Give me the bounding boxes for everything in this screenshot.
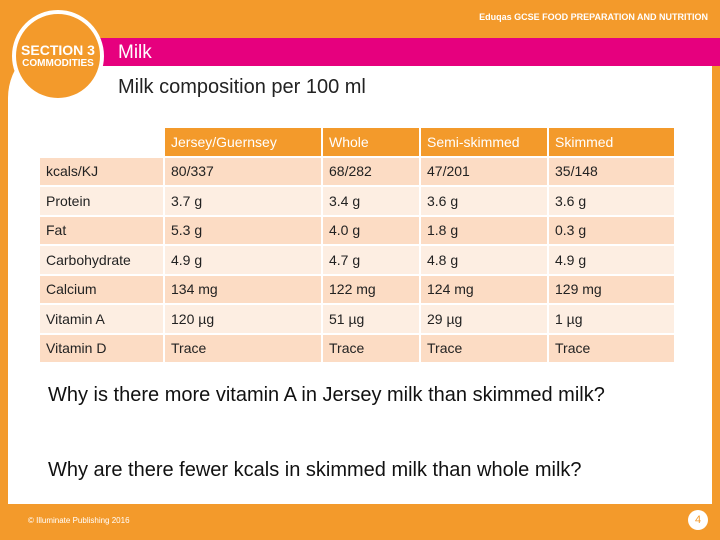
table-cell: 47/201 bbox=[419, 155, 549, 187]
question: Why is there more vitamin A in Jersey mi… bbox=[48, 384, 605, 406]
table-cell: 80/337 bbox=[163, 155, 323, 187]
table-cell: 120 µg bbox=[163, 303, 323, 335]
table-cell: 1 µg bbox=[547, 303, 676, 335]
table-cell: 4.7 g bbox=[321, 244, 421, 276]
page-number: 4 bbox=[688, 510, 708, 530]
composition-table: Jersey/Guernsey Whole Semi-skimmed Skimmed k… bbox=[38, 126, 676, 364]
topic-band bbox=[100, 38, 720, 66]
table-cell: Fat bbox=[38, 214, 165, 246]
table-cell: 1.8 g bbox=[419, 214, 549, 246]
table-cell: 51 µg bbox=[321, 303, 421, 335]
table-cell: Trace bbox=[419, 332, 549, 364]
slide-title: Milk composition per 100 ml bbox=[118, 76, 366, 98]
table-cell: 3.7 g bbox=[163, 185, 323, 217]
table-cell: Protein bbox=[38, 185, 165, 217]
table-cell: 4.0 g bbox=[321, 214, 421, 246]
table-row: Carbohydrate 4.9 g 4.7 g 4.8 g 4.9 g bbox=[38, 244, 676, 276]
section-name: COMMODITIES bbox=[22, 58, 94, 69]
course-name: FOOD PREPARATION AND NUTRITION bbox=[542, 12, 708, 22]
table-cell: Carbohydrate bbox=[38, 244, 165, 276]
table-row: Calcium 134 mg 122 mg 124 mg 129 mg bbox=[38, 273, 676, 305]
header-cell: Whole bbox=[321, 126, 421, 158]
header-cell bbox=[38, 126, 165, 158]
table-row: Vitamin D Trace Trace Trace Trace bbox=[38, 332, 676, 364]
table-cell: 3.4 g bbox=[321, 185, 421, 217]
header-row: Jersey/Guernsey Whole Semi-skimmed Skimmed bbox=[38, 126, 676, 158]
table-row: kcals/KJ 80/337 68/282 47/201 35/148 bbox=[38, 155, 676, 187]
brand-name: Eduqas GCSE bbox=[479, 12, 540, 22]
table-row: Protein 3.7 g 3.4 g 3.6 g 3.6 g bbox=[38, 185, 676, 217]
topic: Milk bbox=[118, 42, 152, 63]
table-cell: Trace bbox=[163, 332, 323, 364]
table-cell: Trace bbox=[321, 332, 421, 364]
table-cell: 129 mg bbox=[547, 273, 676, 305]
header-cell: Skimmed bbox=[547, 126, 676, 158]
brand: Eduqas GCSE FOOD PREPARATION AND NUTRITI… bbox=[479, 12, 708, 22]
table-cell: 124 mg bbox=[419, 273, 549, 305]
question: Why are there fewer kcals in skimmed mil… bbox=[48, 459, 582, 481]
table-row: Vitamin A 120 µg 51 µg 29 µg 1 µg bbox=[38, 303, 676, 335]
table-cell: Vitamin A bbox=[38, 303, 165, 335]
table-cell: 3.6 g bbox=[419, 185, 549, 217]
table-cell: Calcium bbox=[38, 273, 165, 305]
table-cell: 4.9 g bbox=[547, 244, 676, 276]
table-cell: 68/282 bbox=[321, 155, 421, 187]
table-cell: 4.9 g bbox=[163, 244, 323, 276]
table-row: Fat 5.3 g 4.0 g 1.8 g 0.3 g bbox=[38, 214, 676, 246]
header-cell: Jersey/Guernsey bbox=[163, 126, 323, 158]
table-cell: 3.6 g bbox=[547, 185, 676, 217]
copyright: © Illuminate Publishing 2016 bbox=[28, 516, 130, 525]
table-cell: 122 mg bbox=[321, 273, 421, 305]
section-badge: SECTION 3 COMMODITIES bbox=[12, 10, 104, 102]
table-cell: 4.8 g bbox=[419, 244, 549, 276]
section-number: SECTION 3 bbox=[21, 42, 95, 58]
table-cell: 35/148 bbox=[547, 155, 676, 187]
table-cell: Vitamin D bbox=[38, 332, 165, 364]
table-cell: 29 µg bbox=[419, 303, 549, 335]
table-cell: 0.3 g bbox=[547, 214, 676, 246]
table-cell: 134 mg bbox=[163, 273, 323, 305]
table-cell: 5.3 g bbox=[163, 214, 323, 246]
table-cell: kcals/KJ bbox=[38, 155, 165, 187]
header-cell: Semi-skimmed bbox=[419, 126, 549, 158]
table-cell: Trace bbox=[547, 332, 676, 364]
